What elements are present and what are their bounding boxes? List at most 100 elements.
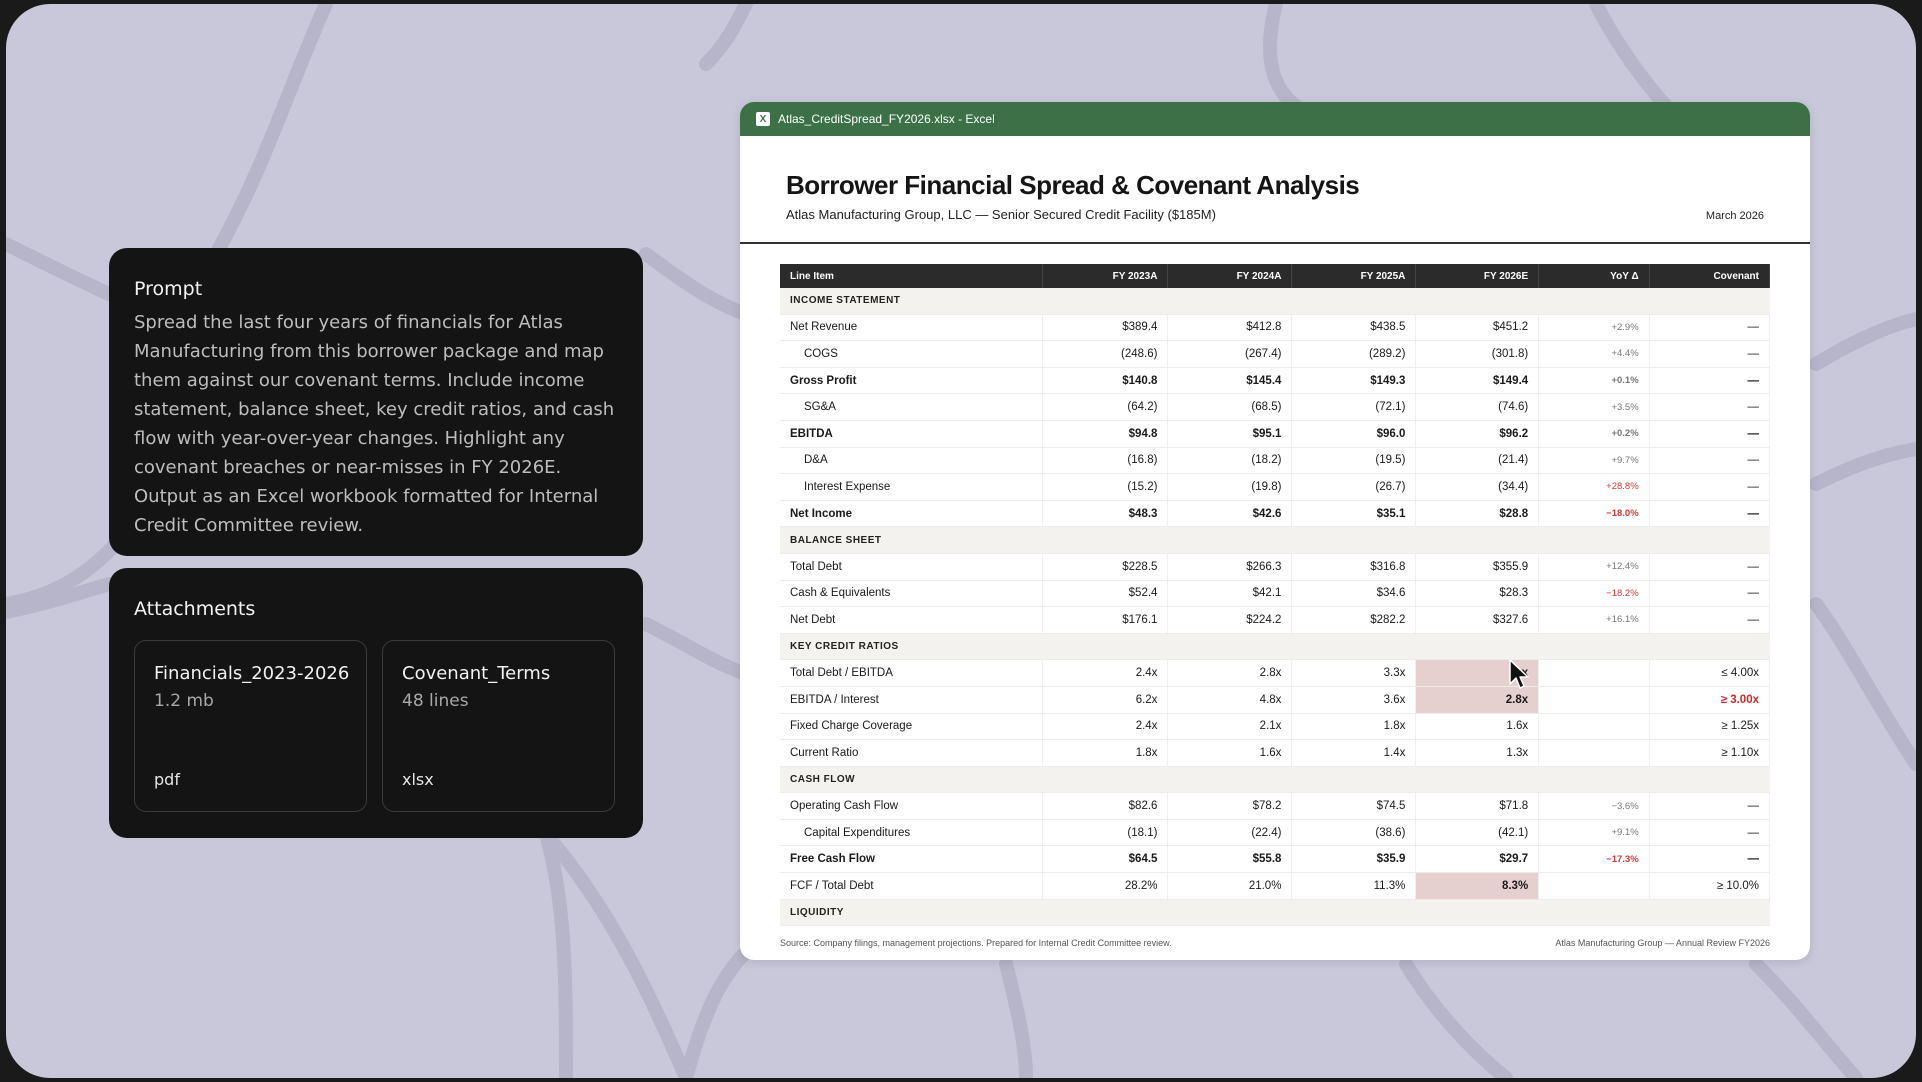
value-cell[interactable]: (64.2): [1042, 393, 1169, 421]
covenant-cell[interactable]: —: [1649, 819, 1771, 847]
value-cell[interactable]: $282.2: [1291, 606, 1417, 634]
value-cell[interactable]: (72.1): [1291, 393, 1417, 421]
value-cell[interactable]: $438.5: [1291, 314, 1417, 342]
yoy-cell[interactable]: +12.4%: [1538, 553, 1650, 581]
value-cell[interactable]: 2.1x: [1167, 713, 1293, 741]
value-cell[interactable]: $149.4: [1415, 367, 1540, 395]
column-header[interactable]: Line Item: [780, 264, 1044, 288]
value-cell[interactable]: $64.5: [1042, 845, 1169, 874]
yoy-cell[interactable]: +0.1%: [1538, 367, 1650, 395]
line-item-cell[interactable]: SG&A: [780, 393, 1044, 421]
value-cell[interactable]: $48.3: [1042, 500, 1169, 528]
value-cell[interactable]: $389.4: [1042, 314, 1169, 342]
line-item-cell[interactable]: EBITDA / Interest: [780, 686, 1044, 714]
value-cell[interactable]: (19.5): [1291, 447, 1417, 475]
yoy-cell[interactable]: +16.1%: [1538, 606, 1650, 634]
value-cell[interactable]: (267.4): [1167, 340, 1293, 368]
yoy-cell[interactable]: +9.1%: [1538, 819, 1650, 847]
column-header[interactable]: Covenant: [1649, 264, 1771, 288]
value-cell[interactable]: 4.8x: [1167, 686, 1293, 714]
line-item-cell[interactable]: Cash & Equivalents: [780, 580, 1044, 608]
yoy-cell[interactable]: [1538, 739, 1650, 767]
yoy-cell[interactable]: +0.2%: [1538, 420, 1650, 448]
yoy-cell[interactable]: [1538, 872, 1650, 900]
section-label[interactable]: LIQUIDITY: [780, 899, 1770, 927]
value-cell[interactable]: 6.2x: [1042, 686, 1169, 714]
value-cell[interactable]: $451.2: [1415, 314, 1540, 342]
value-cell[interactable]: (15.2): [1042, 473, 1169, 501]
yoy-cell[interactable]: [1538, 713, 1650, 741]
value-cell[interactable]: $228.5: [1042, 553, 1169, 581]
yoy-cell[interactable]: +2.9%: [1538, 314, 1650, 342]
covenant-cell[interactable]: —: [1649, 367, 1771, 395]
value-cell[interactable]: $42.6: [1167, 500, 1293, 528]
yoy-cell[interactable]: [1538, 686, 1650, 714]
value-cell[interactable]: $74.5: [1291, 792, 1417, 820]
value-cell[interactable]: (22.4): [1167, 819, 1293, 847]
yoy-cell[interactable]: +3.5%: [1538, 393, 1650, 421]
value-cell[interactable]: $29.7: [1415, 845, 1540, 874]
value-cell[interactable]: $316.8: [1291, 553, 1417, 581]
value-cell[interactable]: $327.6: [1415, 606, 1540, 634]
covenant-cell[interactable]: —: [1649, 845, 1771, 874]
covenant-cell[interactable]: —: [1649, 606, 1771, 634]
covenant-cell[interactable]: ≥ 3.00x: [1649, 686, 1771, 714]
value-cell[interactable]: $28.8: [1415, 500, 1540, 528]
section-label[interactable]: KEY CREDIT RATIOS: [780, 633, 1770, 661]
value-cell[interactable]: $94.8: [1042, 420, 1169, 448]
yoy-cell[interactable]: +28.8%: [1538, 473, 1650, 501]
value-cell[interactable]: (248.6): [1042, 340, 1169, 368]
covenant-cell[interactable]: ≥ 10.0%: [1649, 872, 1771, 900]
covenant-cell[interactable]: —: [1649, 393, 1771, 421]
line-item-cell[interactable]: Gross Profit: [780, 367, 1044, 395]
attachment-file[interactable]: Covenant_Terms 48 lines xlsx: [382, 640, 615, 812]
value-cell[interactable]: 1.3x: [1415, 739, 1540, 767]
value-cell[interactable]: $96.2: [1415, 420, 1540, 448]
covenant-cell[interactable]: ≤ 4.00x: [1649, 659, 1771, 687]
yoy-cell[interactable]: +4.4%: [1538, 340, 1650, 368]
value-cell[interactable]: $266.3: [1167, 553, 1293, 581]
value-cell[interactable]: (68.5): [1167, 393, 1293, 421]
value-cell[interactable]: 8.3%: [1415, 872, 1540, 900]
value-cell[interactable]: 1.6x: [1415, 713, 1540, 741]
value-cell[interactable]: (26.7): [1291, 473, 1417, 501]
value-cell[interactable]: (19.8): [1167, 473, 1293, 501]
value-cell[interactable]: $42.1: [1167, 580, 1293, 608]
value-cell[interactable]: 1.8x: [1291, 713, 1417, 741]
value-cell[interactable]: $149.3: [1291, 367, 1417, 395]
value-cell[interactable]: 2.4x: [1042, 659, 1169, 687]
yoy-cell[interactable]: +9.7%: [1538, 447, 1650, 475]
value-cell[interactable]: $412.8: [1167, 314, 1293, 342]
value-cell[interactable]: (16.8): [1042, 447, 1169, 475]
excel-titlebar[interactable]: X Atlas_CreditSpread_FY2026.xlsx - Excel: [740, 102, 1810, 136]
value-cell[interactable]: $95.1: [1167, 420, 1293, 448]
value-cell[interactable]: (38.6): [1291, 819, 1417, 847]
value-cell[interactable]: $78.2: [1167, 792, 1293, 820]
value-cell[interactable]: $82.6: [1042, 792, 1169, 820]
column-header[interactable]: FY 2025A: [1291, 264, 1417, 288]
value-cell[interactable]: (18.2): [1167, 447, 1293, 475]
column-header[interactable]: FY 2026E: [1415, 264, 1540, 288]
value-cell[interactable]: 1.8x: [1042, 739, 1169, 767]
covenant-cell[interactable]: —: [1649, 792, 1771, 820]
value-cell[interactable]: $355.9: [1415, 553, 1540, 581]
value-cell[interactable]: (301.8): [1415, 340, 1540, 368]
value-cell[interactable]: 2.8x: [1415, 686, 1540, 714]
value-cell[interactable]: $140.8: [1042, 367, 1169, 395]
section-label[interactable]: CASH FLOW: [780, 766, 1770, 794]
line-item-cell[interactable]: Net Revenue: [780, 314, 1044, 342]
value-cell[interactable]: (18.1): [1042, 819, 1169, 847]
yoy-cell[interactable]: −18.0%: [1538, 500, 1650, 528]
value-cell[interactable]: $28.3: [1415, 580, 1540, 608]
value-cell[interactable]: 21.0%: [1167, 872, 1293, 900]
covenant-cell[interactable]: —: [1649, 420, 1771, 448]
value-cell[interactable]: (289.2): [1291, 340, 1417, 368]
value-cell[interactable]: (21.4): [1415, 447, 1540, 475]
value-cell[interactable]: 3.3x: [1291, 659, 1417, 687]
value-cell[interactable]: 1.6x: [1167, 739, 1293, 767]
column-header[interactable]: YoY Δ: [1538, 264, 1650, 288]
value-cell[interactable]: 3.6x: [1291, 686, 1417, 714]
line-item-cell[interactable]: Free Cash Flow: [780, 845, 1044, 874]
value-cell[interactable]: $35.9: [1291, 845, 1417, 874]
line-item-cell[interactable]: Fixed Charge Coverage: [780, 713, 1044, 741]
